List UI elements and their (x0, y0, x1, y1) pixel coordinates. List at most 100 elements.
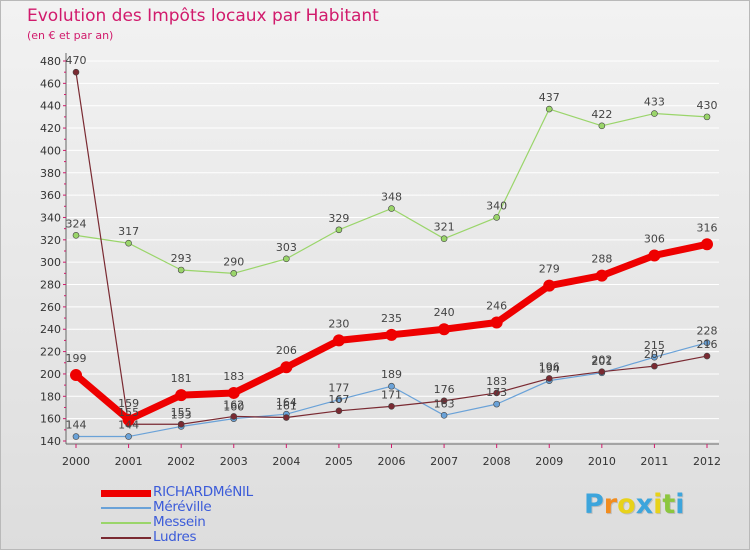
data-label: 202 (591, 354, 612, 367)
data-label: 171 (381, 388, 402, 401)
y-tick-label: 340 (40, 211, 61, 224)
data-point (72, 68, 80, 76)
data-label: 228 (697, 325, 718, 338)
x-tick-label: 2001 (115, 455, 143, 468)
data-point (440, 397, 448, 405)
data-label: 196 (539, 360, 560, 373)
y-tick-label: 460 (40, 77, 61, 90)
data-label: 173 (486, 386, 507, 399)
x-tick-label: 2002 (167, 455, 195, 468)
y-tick-label: 400 (40, 144, 61, 157)
line-chart: 140 160 180 200 220 240 260 280 300 320 340 360 380 4… (40, 53, 721, 468)
y-tick-label: 420 (40, 122, 61, 135)
y-tick-label: 480 (40, 55, 61, 68)
data-label: 167 (328, 393, 349, 406)
y-tick-label: 440 (40, 100, 61, 113)
data-label: 160 (223, 401, 244, 414)
data-point (493, 400, 500, 408)
data-label: 164 (276, 396, 297, 409)
data-point (283, 255, 290, 263)
logo-letter: o (617, 489, 636, 520)
data-point (651, 110, 658, 117)
data-point (543, 279, 556, 292)
proxiti-logo: Proxiti (584, 489, 685, 520)
data-point (283, 414, 290, 421)
legend-label-messein: Messein (153, 514, 206, 530)
logo-letter: i (675, 489, 685, 520)
x-tick-label: 2012 (693, 455, 721, 468)
data-point (598, 368, 606, 376)
data-label: 430 (697, 99, 718, 112)
data-label: 306 (644, 232, 665, 245)
x-tick-label: 2006 (378, 455, 406, 468)
data-point (332, 334, 345, 347)
data-label: 207 (644, 348, 665, 361)
x-tick-label: 2005 (325, 455, 353, 468)
data-label: 293 (171, 252, 192, 265)
x-tick-label: 2011 (640, 455, 668, 468)
data-point (595, 269, 608, 282)
data-point (440, 235, 448, 243)
logo-letter: r (603, 489, 618, 520)
data-label: 240 (434, 306, 455, 319)
legend-label-richardmenil: RICHARDMéNIL (153, 484, 253, 500)
data-point (388, 382, 395, 390)
y-tick-label: 380 (40, 167, 61, 180)
data-label: 340 (486, 199, 507, 212)
legend-label-mereville: Méréville (153, 499, 212, 515)
data-point (177, 420, 185, 428)
data-label: 206 (276, 344, 297, 357)
y-tick-label: 200 (40, 368, 61, 381)
data-point (335, 396, 343, 403)
y-tick-label: 320 (40, 234, 61, 247)
data-label: 144 (118, 419, 139, 432)
x-tick-label: 2000 (62, 455, 90, 468)
data-point (493, 389, 500, 397)
data-label: 246 (486, 300, 507, 313)
data-point (72, 232, 80, 239)
legend-swatch-mereville (101, 507, 151, 509)
data-point (438, 323, 451, 336)
y-tick-label: 160 (40, 413, 61, 426)
data-point (545, 105, 553, 113)
y-tick-label: 140 (40, 435, 61, 448)
data-label: 324 (66, 217, 87, 230)
y-tick-label: 260 (40, 301, 61, 314)
data-label: 348 (381, 191, 402, 204)
y-tick-label: 280 (40, 279, 61, 292)
data-point (703, 339, 711, 346)
data-label: 183 (486, 375, 507, 388)
data-label: 201 (591, 355, 612, 368)
legend-swatch-ludres (101, 537, 151, 539)
data-label: 317 (118, 225, 139, 238)
data-point (385, 328, 398, 341)
data-point (335, 226, 343, 234)
legend-label-ludres: Ludres (153, 529, 197, 545)
data-label: 290 (223, 255, 244, 268)
x-tick-label: 2007 (430, 455, 458, 468)
data-label: 176 (434, 383, 455, 396)
y-tick-label: 300 (40, 256, 61, 269)
data-point (72, 433, 80, 440)
data-point (651, 362, 658, 370)
x-tick-label: 2004 (272, 455, 300, 468)
data-label: 316 (697, 221, 718, 234)
y-tick-label: 220 (40, 346, 61, 359)
data-point (175, 389, 188, 402)
data-label: 288 (591, 253, 612, 266)
data-point (177, 266, 185, 274)
data-label: 155 (171, 406, 192, 419)
legend-swatch-richardmenil (101, 490, 151, 497)
y-tick-label: 360 (40, 189, 61, 202)
x-tick-label: 2010 (588, 455, 616, 468)
x-tick-label: 2008 (483, 455, 511, 468)
data-label: 215 (644, 339, 665, 352)
data-point (701, 238, 713, 251)
data-point (230, 270, 238, 277)
data-label: 199 (66, 352, 87, 365)
data-label: 470 (66, 54, 87, 67)
chart-title: Evolution des Impôts locaux par Habitant (27, 6, 379, 26)
logo-letter: t (662, 489, 676, 520)
logo-letter: P (584, 489, 604, 520)
